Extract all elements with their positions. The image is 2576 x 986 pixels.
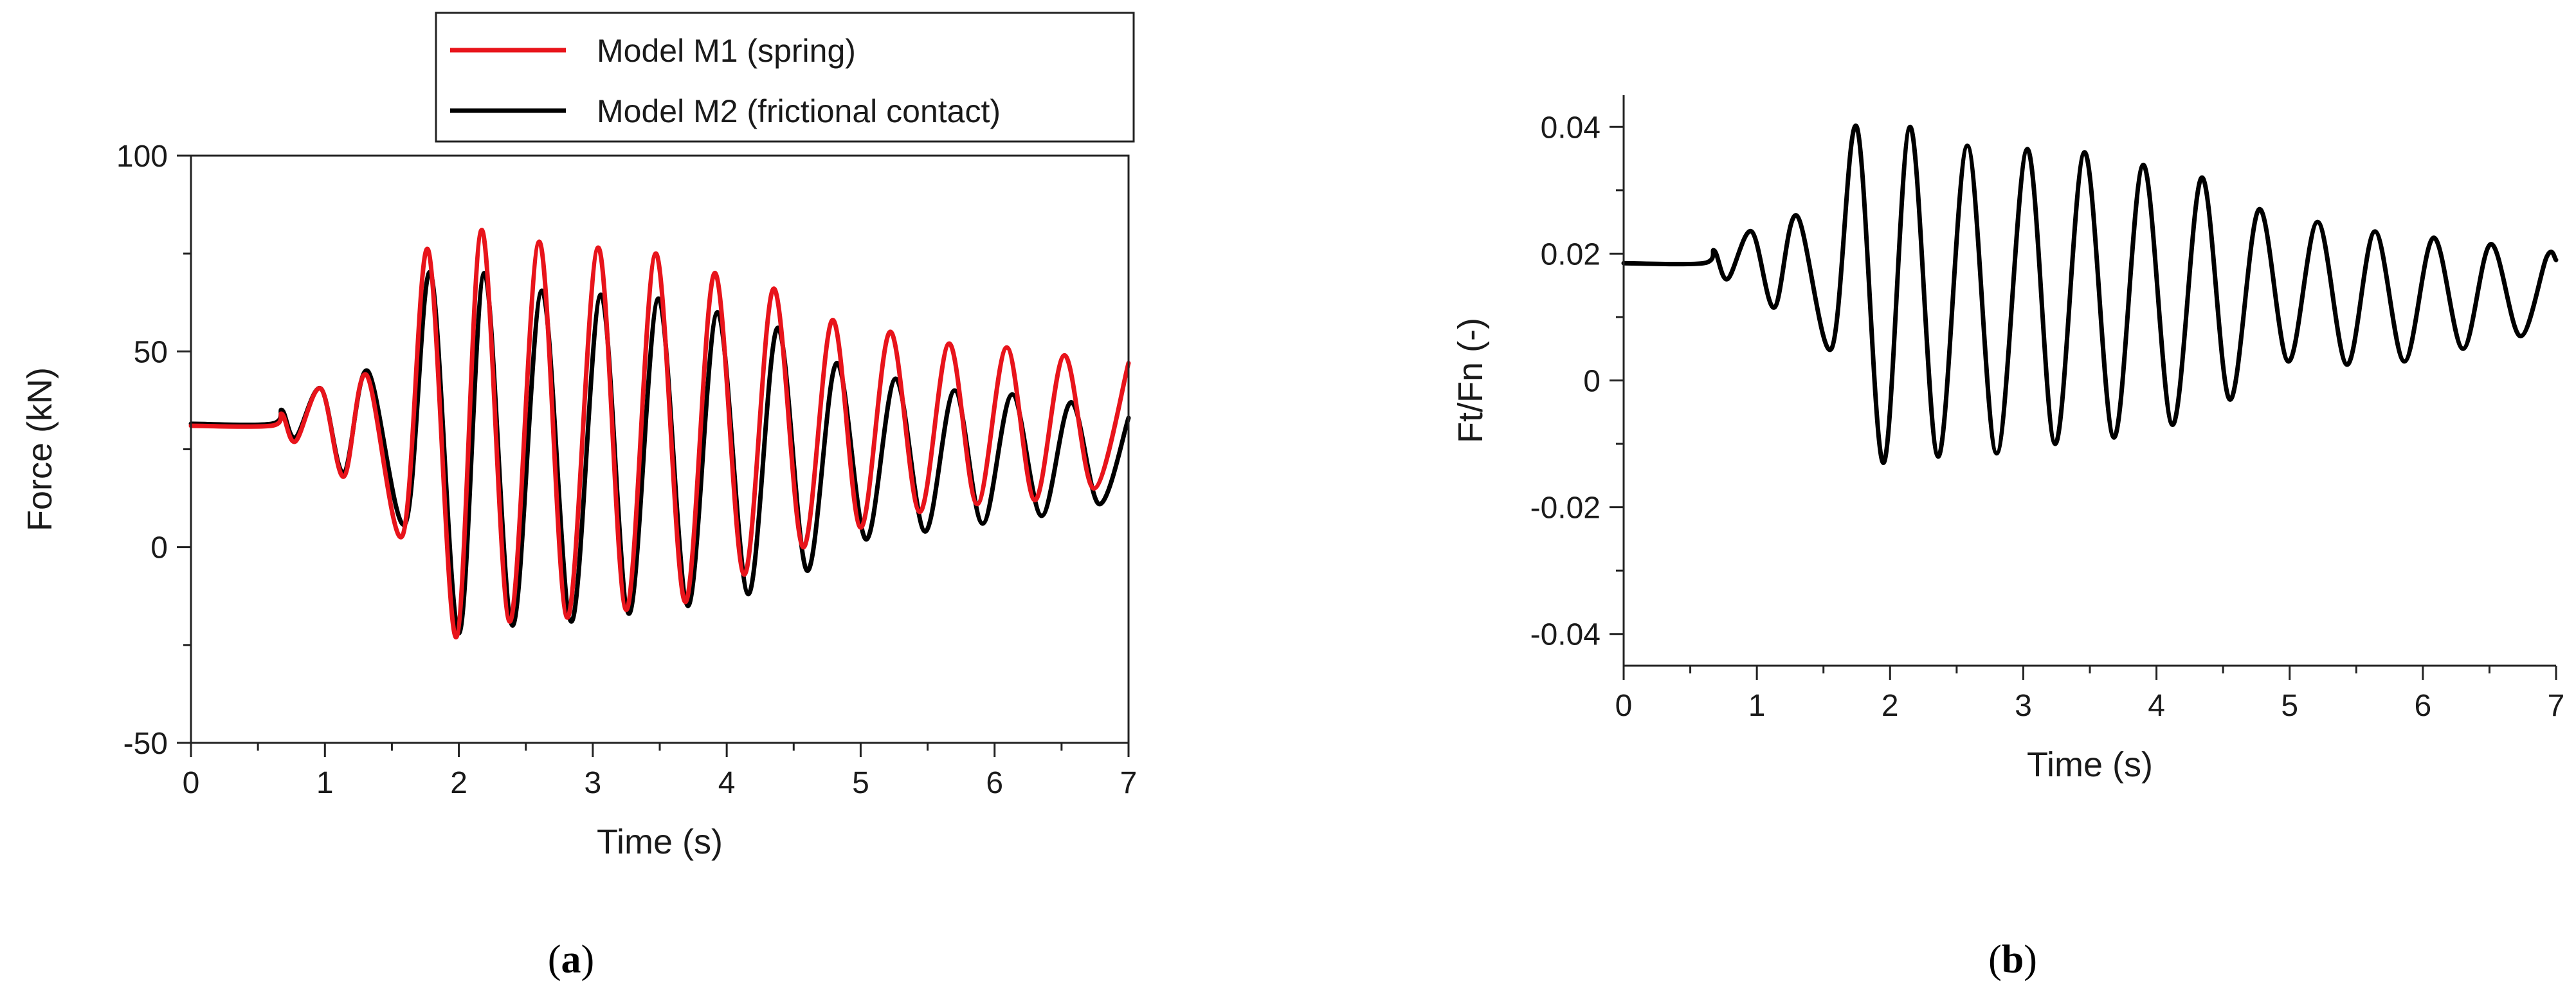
panel-label-a-open: ( (548, 938, 561, 981)
x-tick-label: 7 (2548, 689, 2565, 723)
chart-a-y-axis-title: Force (kN) (21, 367, 59, 531)
x-tick-label: 0 (183, 766, 200, 800)
panel-label-a-close: ) (581, 938, 595, 981)
chart-b-y-axis-title: Ft/Fn (-) (1451, 318, 1490, 443)
x-tick-label: 7 (1120, 766, 1138, 800)
x-tick-label: 5 (852, 766, 869, 800)
chart-a-tick-labels: 0 1 2 3 4 5 6 7 -50 0 50 100 (116, 140, 1137, 800)
y-tick-label: 0.02 (1541, 237, 1601, 271)
panel-label-b: (b) (1988, 938, 2037, 981)
chart-b-x-axis-title: Time (s) (2027, 745, 2153, 784)
panel-label-b-letter: b (2002, 938, 2024, 981)
chart-b-tick-labels: 0 1 2 3 4 5 6 7 -0.04 -0.02 0 0.02 0.04 (1530, 111, 2565, 723)
x-tick-label: 0 (1615, 689, 1633, 723)
series-line-a-1 (188, 269, 1131, 636)
chart-panel-a: 0 1 2 3 4 5 6 7 -50 0 50 100 Time (s) Force (kN) Mo… (21, 12, 1137, 981)
x-tick-label: 5 (2281, 689, 2298, 723)
y-tick-label: 100 (116, 140, 168, 174)
x-tick-label: 2 (450, 766, 467, 800)
x-tick-label: 3 (585, 766, 602, 800)
panel-label-b-open: ( (1988, 938, 2002, 981)
chart-a-axes-frame (190, 154, 1130, 744)
y-tick-label: 50 (134, 335, 168, 369)
panel-label-a-letter: a (561, 938, 581, 981)
series-line-a-0 (188, 228, 1131, 640)
y-tick-label: 0.04 (1541, 111, 1601, 145)
x-tick-label: 2 (1882, 689, 1899, 723)
x-tick-label: 3 (2015, 689, 2032, 723)
chart-b-axes-frame (1622, 95, 2556, 667)
chart-b-series (1621, 123, 2559, 466)
chart-a-ticks (177, 154, 1130, 757)
legend-label-m2: Model M2 (frictional contact) (597, 93, 1001, 129)
chart-a-x-axis-title: Time (s) (597, 823, 723, 861)
chart-a-legend: Model M1 (spring) Model M2 (frictional c… (435, 12, 1135, 143)
x-tick-label: 4 (718, 766, 736, 800)
chart-a-series (188, 228, 1131, 640)
x-tick-label: 1 (1748, 689, 1766, 723)
panel-label-b-close: ) (2024, 938, 2037, 981)
chart-panel-b: 0 1 2 3 4 5 6 7 -0.04 -0.02 0 0.02 0.04 Time (s) Ft/… (1451, 95, 2564, 981)
y-tick-label: -50 (123, 727, 168, 761)
y-tick-label: 0 (150, 531, 168, 565)
legend-label-m1: Model M1 (spring) (597, 33, 856, 69)
chart-a-legend-box (435, 12, 1135, 143)
y-tick-label: -0.02 (1530, 491, 1601, 525)
x-tick-label: 4 (2148, 689, 2165, 723)
chart-b-ticks (1610, 125, 2557, 680)
x-tick-label: 6 (2415, 689, 2432, 723)
y-tick-label: -0.04 (1530, 618, 1601, 652)
series-line-b-0 (1621, 123, 2559, 466)
x-tick-label: 1 (316, 766, 334, 800)
y-tick-label: 0 (1583, 365, 1601, 399)
panel-label-a: (a) (548, 938, 594, 981)
x-tick-label: 6 (986, 766, 1003, 800)
